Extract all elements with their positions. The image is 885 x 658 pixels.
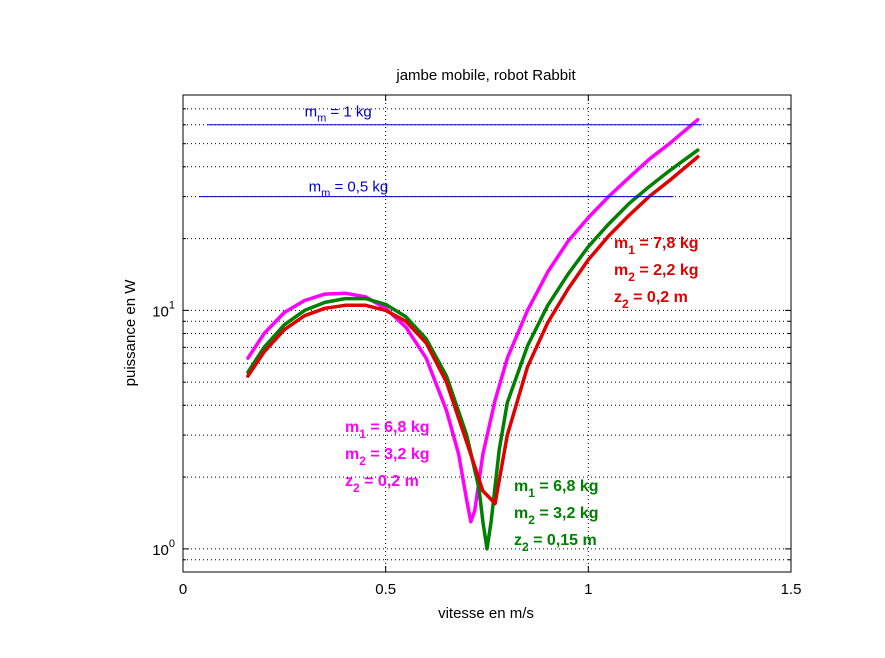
reference-lines: mm = 1 kg mm = 0,5 kg <box>199 104 702 200</box>
chart-title: jambe mobile, robot Rabbit <box>395 67 576 84</box>
annotations: m1 = 6,8 kg m2 = 3,2 kg z2 = 0,2 m m1 = 6,8… <box>345 235 699 554</box>
x-axis-label: vitesse en m/s <box>438 605 534 622</box>
x-tick-label: 1.5 <box>781 581 802 598</box>
ticks: 0 0.5 1 1.5 100 101 <box>152 94 802 598</box>
series-line-0 <box>246 117 700 524</box>
y-tick-label: 101 <box>152 299 175 320</box>
annotation-0-line-1: m2 = 3,2 kg <box>345 446 430 468</box>
x-tick-label: 1 <box>584 581 592 598</box>
x-tick-label: 0.5 <box>375 581 396 598</box>
annotation-2-line-2: z2 = 0,2 m <box>614 289 688 311</box>
annotation-0-line-2: z2 = 0,2 m <box>345 473 419 495</box>
curves <box>246 117 700 551</box>
reference-line-label-0: mm = 1 kg <box>305 104 372 125</box>
annotation-2-line-1: m2 = 2,2 kg <box>614 262 699 284</box>
annotation-2-line-0: m1 = 7,8 kg <box>614 235 699 257</box>
annotation-1-line-1: m2 = 3,2 kg <box>514 505 599 527</box>
series-line-2 <box>246 155 700 506</box>
series-line-1 <box>246 148 700 551</box>
reference-line-label-1: mm = 0,5 kg <box>309 179 389 200</box>
annotation-0-line-0: m1 = 6,8 kg <box>345 419 430 441</box>
y-axis-label: puissance en W <box>122 279 139 387</box>
annotation-1-line-0: m1 = 6,8 kg <box>514 478 599 500</box>
annotation-1-line-2: z2 = 0,15 m <box>514 532 597 554</box>
y-tick-label: 100 <box>152 538 175 559</box>
x-tick-label: 0 <box>179 581 187 598</box>
